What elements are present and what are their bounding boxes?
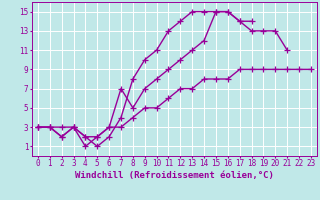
X-axis label: Windchill (Refroidissement éolien,°C): Windchill (Refroidissement éolien,°C) bbox=[75, 171, 274, 180]
